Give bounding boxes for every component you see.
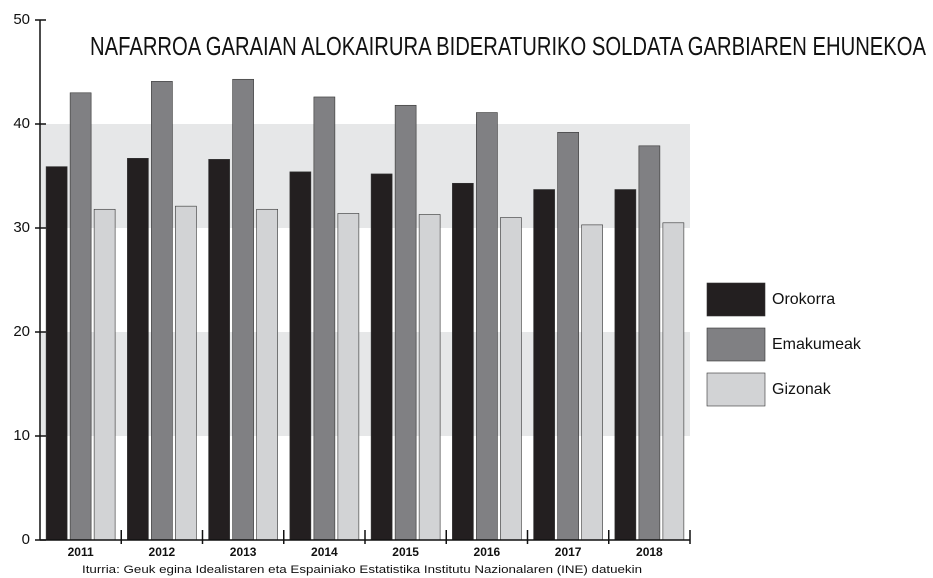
bar <box>256 208 278 541</box>
legend-swatch <box>706 372 766 407</box>
bar <box>638 145 661 541</box>
bar <box>557 132 579 541</box>
y-tick-label: 40 <box>13 115 30 132</box>
legend-label: Emakumeak <box>772 336 862 353</box>
bar <box>476 112 498 541</box>
legend-label: Orokorra <box>772 291 835 308</box>
bar <box>289 171 312 541</box>
chart-title: NAFARROA GARAIAN ALOKAIRURA BIDERATURIKO… <box>90 31 927 61</box>
bar <box>127 158 149 541</box>
bar <box>151 81 173 541</box>
bar <box>452 182 474 541</box>
y-tick-label: 30 <box>13 219 30 236</box>
bar <box>500 217 522 541</box>
bar <box>45 166 68 541</box>
y-tick-label: 0 <box>22 531 30 548</box>
bar <box>337 213 360 541</box>
x-tick-label: 2016 <box>474 545 501 559</box>
bar <box>93 208 116 541</box>
x-tick-label: 2013 <box>230 545 257 559</box>
bar <box>313 96 336 541</box>
legend-label: Gizonak <box>772 381 832 398</box>
x-tick-label: 2012 <box>149 545 176 559</box>
bar <box>418 214 441 541</box>
source-note: Iturria: Geuk egina Idealistaren eta Esp… <box>82 564 642 576</box>
x-tick-label: 2015 <box>392 545 419 559</box>
bar <box>232 78 254 541</box>
bar <box>394 104 417 541</box>
x-tick-label: 2018 <box>636 545 663 559</box>
legend-swatch <box>706 282 766 317</box>
legend-swatch <box>706 327 766 362</box>
y-tick-label: 20 <box>13 323 30 340</box>
bar <box>69 92 92 541</box>
bar <box>662 222 685 541</box>
bar <box>581 224 603 541</box>
x-tick-label: 2017 <box>555 545 582 559</box>
x-tick-label: 2011 <box>68 545 94 559</box>
bar <box>175 205 197 541</box>
y-tick-label: 10 <box>13 427 30 444</box>
bar <box>208 159 230 541</box>
bar <box>370 173 393 541</box>
x-tick-label: 2014 <box>311 545 338 559</box>
bar <box>533 189 555 541</box>
bar <box>614 189 637 541</box>
y-tick-label: 50 <box>13 11 30 28</box>
